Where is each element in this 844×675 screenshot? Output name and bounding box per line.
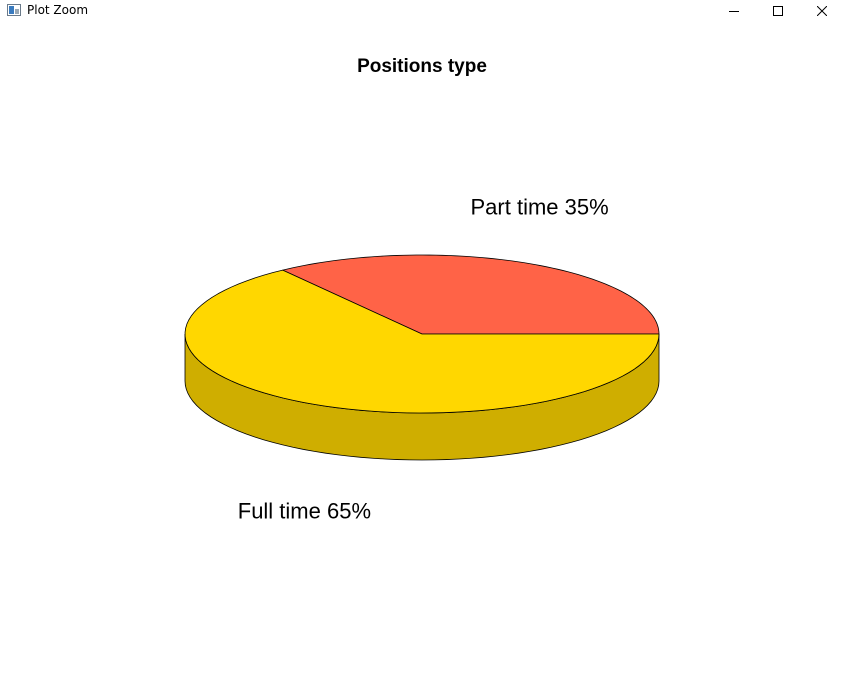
close-button[interactable] <box>800 0 844 22</box>
maximize-button[interactable] <box>756 0 800 22</box>
window-titlebar: Plot Zoom <box>0 0 844 22</box>
pie-chart: Positions type Part time 35% Full time 65… <box>184 56 660 523</box>
pie-slice-part-time <box>282 254 660 335</box>
minimize-icon <box>729 11 739 12</box>
slice-label-full-time: Full time 65% <box>238 498 371 523</box>
pie-slice-full-time <box>184 269 660 414</box>
chart-title: Positions type <box>357 56 487 77</box>
plot-window-icon <box>7 4 21 16</box>
minimize-button[interactable] <box>712 0 756 22</box>
close-icon <box>817 6 827 16</box>
slice-label-part-time: Part time 35% <box>471 195 609 220</box>
window-title: Plot Zoom <box>27 3 89 17</box>
plot-area: Positions type Part time 35% Full time 65… <box>0 22 844 675</box>
maximize-icon <box>773 6 783 16</box>
